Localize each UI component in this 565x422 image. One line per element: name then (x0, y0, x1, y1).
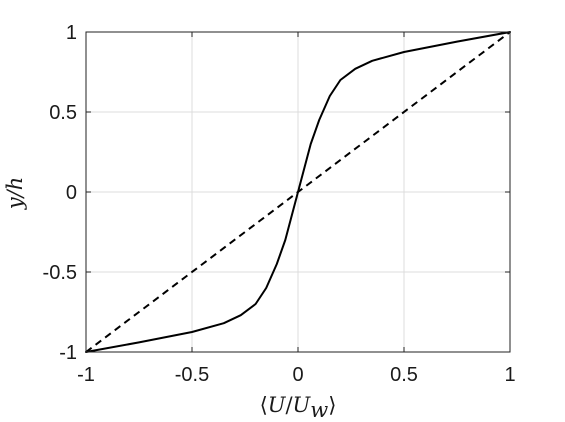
x-tick-labels: -1 -0.5 0 0.5 1 (77, 364, 515, 386)
dashed-series-line (85, 31, 511, 353)
y-tick-label: -0.5 (43, 262, 77, 284)
y-tick-label: 0.5 (49, 102, 77, 124)
x-tick-label: 0.5 (390, 364, 418, 386)
y-tick-label: -1 (59, 342, 77, 364)
x-tick-label: -1 (77, 364, 95, 386)
x-tick-label: 1 (504, 364, 515, 386)
series-group (85, 31, 511, 353)
y-tick-labels: -1 -0.5 0 0.5 1 (43, 22, 77, 364)
y-tick-label: 1 (66, 22, 77, 44)
x-axis-label: ⟨U/Uw⟩ (260, 393, 337, 422)
x-tick-label: -0.5 (175, 364, 209, 386)
x-tick-label: 0 (292, 364, 303, 386)
y-tick-label: 0 (66, 182, 77, 204)
ticks (85, 31, 511, 353)
y-axis-label: y/h (3, 177, 27, 210)
